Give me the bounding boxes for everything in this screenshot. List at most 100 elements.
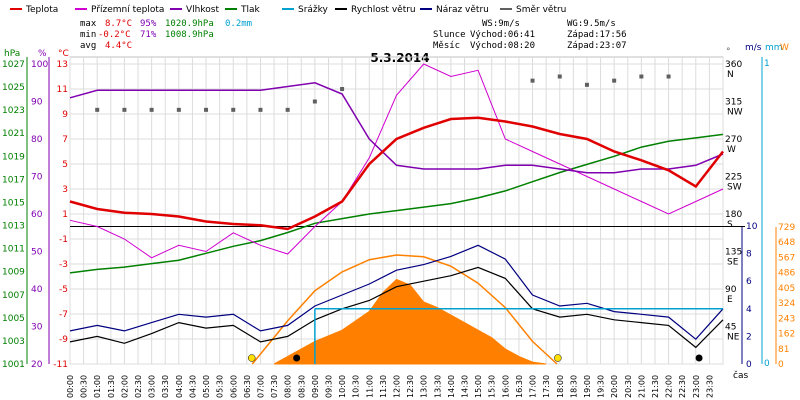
astro-info: WS:9m/s WG:9.5m/s Slunce Východ:06:41 Zá… [433, 19, 627, 51]
series-temperature [69, 116, 724, 231]
stat-min-press: 1008.9hPa [165, 30, 214, 40]
hpa-tick-label: 1011 [2, 245, 25, 255]
mm-tick-label: 1 [764, 59, 770, 69]
stat-max-rain: 0.2mm [225, 19, 252, 29]
ms-tick-label: 2 [746, 332, 752, 342]
w-tick-label: 567 [778, 253, 795, 263]
legend-label: Tlak [240, 5, 261, 15]
temp-tick-label: -11 [53, 360, 68, 370]
series-ground-temp [69, 63, 724, 259]
temp-tick-label: -5 [59, 285, 68, 295]
hpa-tick-label: 1019 [2, 152, 25, 162]
x-tick-label: 13:30 [433, 375, 442, 398]
dir-name-label: NE [727, 333, 740, 343]
x-tick-label: 02:30 [134, 375, 143, 398]
hpa-tick-label: 1003 [2, 337, 25, 347]
x-tick-label: 18:30 [569, 375, 578, 398]
temp-tick-label: 1 [62, 210, 68, 220]
x-tick-label: 00:00 [66, 375, 75, 398]
temp-tick-label: 3 [62, 185, 68, 195]
moonset-marker [695, 354, 703, 362]
dir-name-label: W [727, 145, 736, 155]
legend-label: Vlhkost [186, 5, 219, 15]
x-tick-label: 07:00 [256, 375, 265, 398]
wind-speed-max: WS:9m/s [482, 19, 520, 29]
hpa-tick-label: 1015 [2, 198, 25, 208]
x-tick-label: 20:30 [624, 375, 633, 398]
w-tick-label: 405 [778, 284, 795, 294]
temp-tick-label: -7 [59, 310, 68, 320]
w-tick-label: 486 [778, 269, 795, 279]
dir-tick-label: 45 [725, 323, 736, 333]
moonrise-marker [293, 354, 301, 362]
wind-dir-point [285, 107, 290, 112]
x-tick-label: 20:00 [610, 375, 619, 398]
series-solar-area [273, 278, 547, 365]
hpa-tick-label: 1001 [2, 360, 25, 370]
x-tick-label: 16:30 [515, 375, 524, 398]
legend-label: Přízemní teplota [91, 5, 164, 15]
x-tick-label: 23:30 [705, 375, 714, 398]
x-tick-label: 14:30 [461, 375, 470, 398]
x-tick-label: 19:00 [583, 375, 592, 398]
wind-dir-point [639, 74, 644, 79]
chart-title: 5.3.2014 [370, 51, 429, 65]
x-tick-label: 22:00 [665, 375, 674, 398]
temp-tick-label: -1 [59, 235, 68, 245]
hpa-tick-label: 1005 [2, 314, 25, 324]
wind-dir-point [557, 74, 562, 79]
pct-tick-label: 90 [31, 98, 43, 108]
stats-block: max 8.7°C 95% 1020.9hPa 0.2mm min -0.2°C… [80, 19, 252, 51]
x-tick-label: 08:00 [284, 375, 293, 398]
w-tick-label: 324 [778, 299, 795, 309]
temp-tick-label: 9 [62, 110, 68, 120]
dir-name-label: NW [727, 108, 743, 118]
series-wind-speed [69, 266, 724, 349]
w-tick-label: 648 [778, 238, 795, 248]
dir-tick-label: 180 [725, 210, 742, 220]
wind-dir-point [231, 107, 236, 112]
x-tick-label: 22:30 [678, 375, 687, 398]
wind-dir-point [149, 107, 154, 112]
legend: Teplota Přízemní teplota Vlhkost Tlak Srážky… [10, 5, 566, 15]
stat-min-label: min [80, 30, 96, 40]
wind-dir-point [584, 82, 589, 87]
temp-tick-label: -9 [59, 335, 68, 345]
pct-tick-label: 40 [31, 285, 43, 295]
wind-dir-point [312, 99, 317, 104]
hpa-tick-label: 1013 [2, 222, 25, 232]
w-tick-label: 81 [778, 345, 789, 355]
plot-grid [69, 56, 745, 365]
dir-name-label: N [727, 70, 734, 80]
x-tick-label: 00:30 [80, 375, 89, 398]
stat-max-temp: 8.7°C [105, 19, 132, 29]
wind-gust-max: WG:9.5m/s [567, 19, 616, 29]
wind-dir-point [666, 74, 671, 79]
moon-set: Západ:23:07 [567, 41, 627, 51]
series-humidity [69, 82, 724, 174]
legend-label: Rychlost větru [351, 5, 416, 15]
axis-label-temp: °C [58, 49, 69, 59]
sun-set: Západ:17:56 [567, 30, 627, 40]
x-tick-label: 08:30 [297, 375, 306, 398]
x-tick-label: 10:30 [352, 375, 361, 398]
hpa-tick-label: 1027 [2, 60, 25, 70]
wind-dir-point [95, 107, 100, 112]
x-axis-label: čas [733, 370, 748, 381]
x-tick-label: 01:30 [107, 375, 116, 398]
x-tick-label: 05:30 [216, 375, 225, 398]
x-tick-label: 04:30 [188, 375, 197, 398]
wind-dir-point [204, 107, 209, 112]
stat-max-hum: 95% [140, 19, 157, 29]
sun-label: Slunce [433, 30, 466, 40]
axis-label-mm: mm [765, 43, 783, 53]
hpa-tick-label: 1017 [2, 175, 25, 185]
x-tick-label: 15:00 [474, 375, 483, 398]
x-tick-label: 12:30 [406, 375, 415, 398]
hpa-tick-label: 1023 [2, 106, 25, 116]
x-tick-label: 13:00 [420, 375, 429, 398]
x-tick-label: 06:30 [243, 375, 252, 398]
wind-dir-point [340, 87, 345, 91]
x-tick-label: 02:00 [120, 375, 129, 398]
dir-name-label: S [727, 220, 733, 230]
